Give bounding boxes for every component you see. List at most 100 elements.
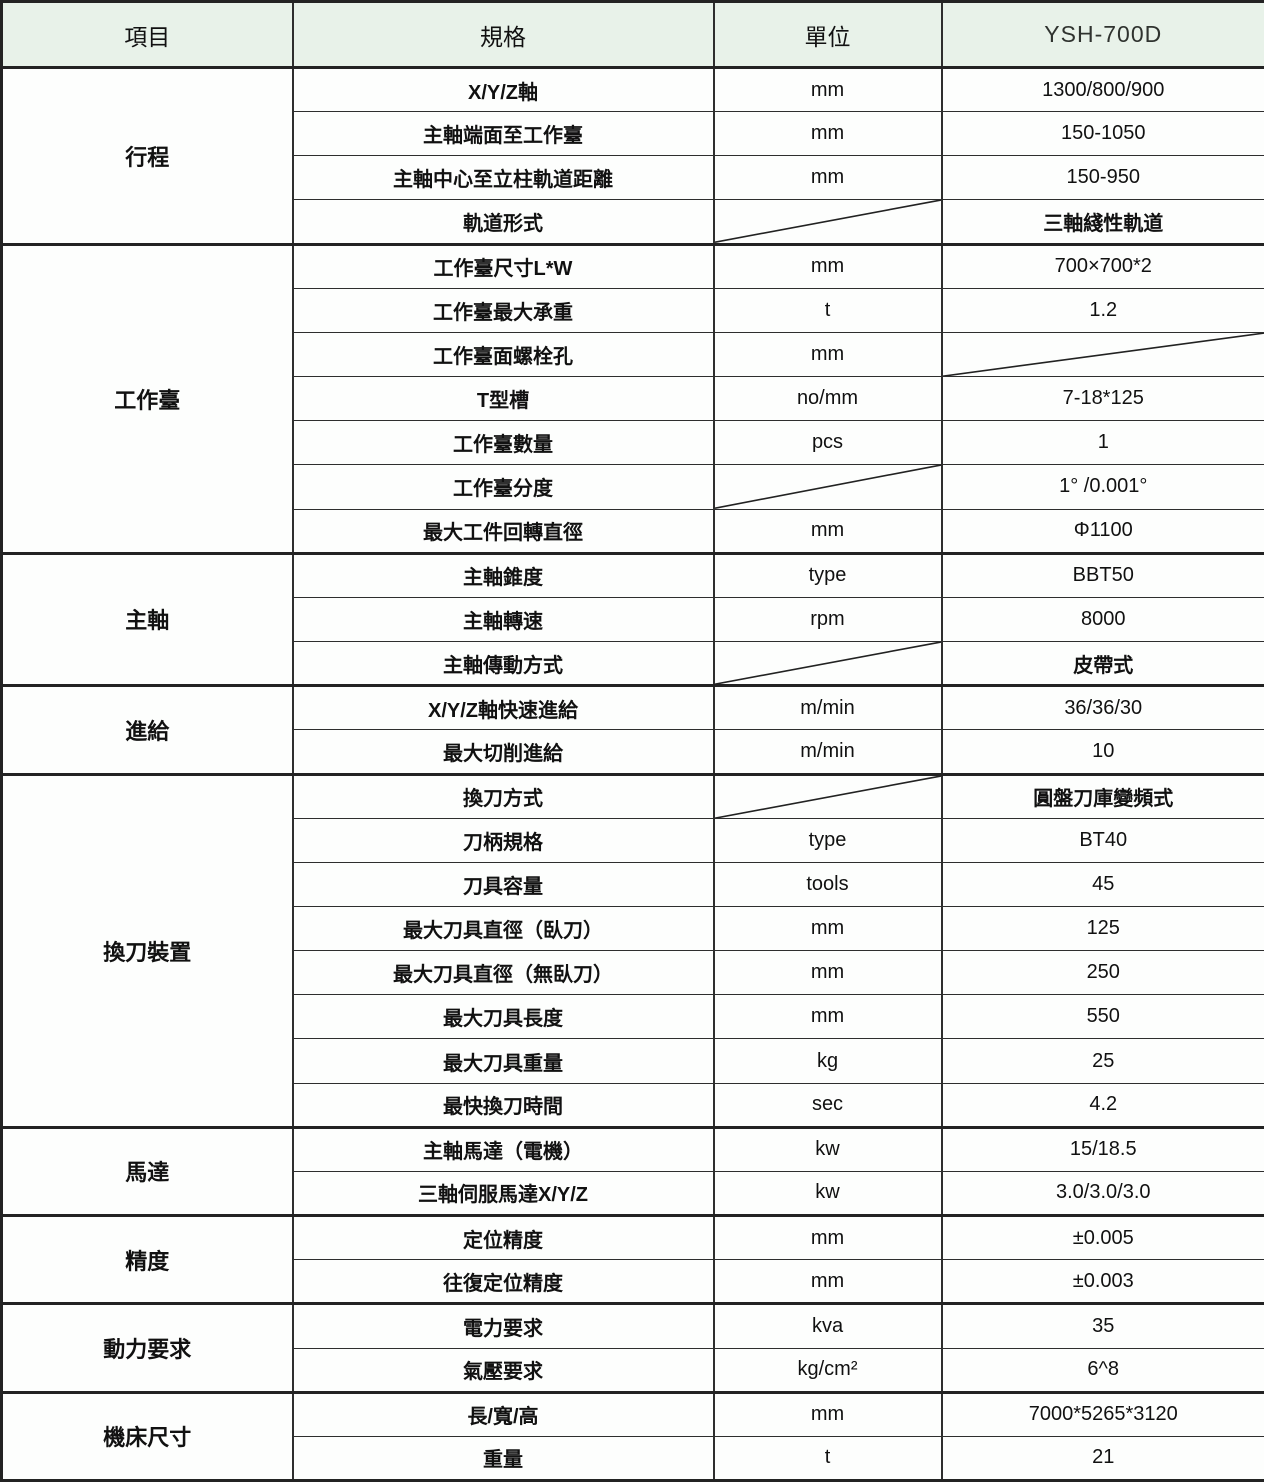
unit-cell: tools [712, 861, 943, 907]
spec-cell: 最大刀具重量 [291, 1038, 715, 1084]
column-header-spec: 規格 [291, 1, 715, 69]
na-diagonal-line [715, 776, 941, 818]
section-cell: 馬達 [0, 1125, 294, 1217]
header-row: 項目 規格 單位 YSH-700D [0, 1, 1264, 69]
section-cell: 機床尺寸 [0, 1390, 294, 1482]
value-cell: 25 [940, 1038, 1264, 1084]
table-row: 最大刀具直徑（臥刀） mm 125 [2, 905, 1264, 952]
table-row: 工作臺面螺栓孔 mm [2, 331, 1264, 378]
value-cell: 36/36/30 [940, 684, 1264, 731]
table-row: 最大切削進給 m/min 10 [2, 729, 1264, 775]
spec-cell: 最快換刀時間 [291, 1082, 715, 1128]
value-cell: 7000*5265*3120 [940, 1390, 1264, 1437]
spec-cell: 工作臺最大承重 [291, 287, 715, 333]
table-row: 精度 定位精度 mm ±0.005 [0, 1214, 1264, 1305]
value-cell: 150-950 [940, 155, 1264, 201]
unit-cell: m/min [712, 684, 943, 731]
table-row: 主軸中心至立柱軌道距離 mm 150-950 [2, 155, 1264, 201]
spec-cell: 最大刀具長度 [291, 994, 715, 1040]
unit-cell: mm [712, 65, 943, 113]
spec-cell: 長/寬/高 [291, 1390, 715, 1437]
unit-cell: rpm [712, 596, 943, 643]
spec-cell: 主軸轉速 [291, 596, 715, 643]
value-na-cell [940, 331, 1264, 378]
value-cell: 125 [940, 905, 1264, 952]
column-header-item: 項目 [0, 1, 294, 69]
unit-cell: kw [712, 1170, 943, 1217]
spec-cell: 工作臺數量 [291, 420, 715, 466]
spec-cell: 刀柄規格 [291, 817, 715, 863]
spec-cell: 換刀方式 [291, 772, 715, 819]
section-cell: 精度 [0, 1214, 294, 1305]
table-row: 最大刀具直徑（無臥刀） mm 250 [2, 950, 1264, 996]
unit-cell: type [712, 551, 943, 598]
spec-cell: 最大工件回轉直徑 [291, 508, 715, 554]
table-row: 最大刀具長度 mm 550 [2, 994, 1264, 1040]
table-row: 主軸 主軸錐度 type BBT50 [0, 551, 1264, 687]
value-cell: ±0.005 [940, 1214, 1264, 1261]
section-cell: 行程 [0, 66, 294, 245]
unit-cell: mm [712, 905, 943, 952]
table-row: T型槽 no/mm 7-18*125 [2, 376, 1264, 422]
spec-cell: 主軸端面至工作臺 [291, 111, 715, 157]
unit-na-cell [712, 772, 943, 819]
na-diagonal-line [715, 642, 941, 684]
value-cell: Φ1100 [940, 508, 1264, 554]
spec-cell: X/Y/Z軸快速進給 [291, 684, 715, 731]
value-cell: 10 [940, 729, 1264, 775]
spec-cell: 定位精度 [291, 1214, 715, 1261]
value-cell: 21 [940, 1435, 1264, 1482]
spec-cell: 刀具容量 [291, 861, 715, 907]
table-row: 主軸端面至工作臺 mm 150-1050 [2, 111, 1264, 157]
unit-cell: mm [712, 111, 943, 157]
spec-cell: 重量 [291, 1435, 715, 1482]
value-cell: 250 [940, 950, 1264, 996]
unit-cell: mm [712, 994, 943, 1040]
unit-na-cell [712, 199, 943, 245]
value-cell: 3.0/3.0/3.0 [940, 1170, 1264, 1217]
unit-cell: mm [712, 331, 943, 378]
unit-na-cell [712, 464, 943, 510]
value-cell: 150-1050 [940, 111, 1264, 157]
table-row: 往復定位精度 mm ±0.003 [2, 1259, 1264, 1305]
table-row: 刀具容量 tools 45 [2, 861, 1264, 907]
table-row: 工作臺分度 1° /0.001° [2, 464, 1264, 510]
value-cell: 700×700*2 [940, 242, 1264, 289]
unit-cell: mm [712, 155, 943, 201]
unit-cell: kg/cm² [712, 1347, 943, 1393]
value-cell: 1300/800/900 [940, 65, 1264, 113]
unit-cell: t [712, 1435, 943, 1482]
table-row: 工作臺 工作臺尺寸L*W mm 700×700*2 [0, 242, 1264, 554]
value-cell: 三軸綫性軌道 [940, 199, 1264, 245]
value-cell: 皮帶式 [940, 641, 1264, 687]
unit-cell: pcs [712, 420, 943, 466]
spec-cell: 最大切削進給 [291, 729, 715, 775]
unit-na-cell [712, 641, 943, 687]
column-header-model: YSH-700D [940, 1, 1264, 69]
spec-cell: 三軸伺服馬達X/Y/Z [291, 1170, 715, 1217]
value-cell: BT40 [940, 817, 1264, 863]
unit-cell: m/min [712, 729, 943, 775]
unit-cell: mm [712, 1390, 943, 1437]
na-diagonal-line [715, 465, 941, 508]
unit-cell: no/mm [712, 376, 943, 422]
spec-cell: 往復定位精度 [291, 1259, 715, 1305]
spec-cell: 工作臺尺寸L*W [291, 242, 715, 289]
value-cell: 8000 [940, 596, 1264, 643]
unit-cell: type [712, 817, 943, 863]
unit-cell: t [712, 287, 943, 333]
column-header-unit: 單位 [712, 1, 943, 69]
unit-cell: kva [712, 1302, 943, 1349]
table-row: 進給 X/Y/Z軸快速進給 m/min 36/36/30 [0, 684, 1264, 775]
table-row: 最大工件回轉直徑 mm Φ1100 [2, 508, 1264, 554]
section-cell: 動力要求 [0, 1302, 294, 1393]
table-row: 主軸轉速 rpm 8000 [2, 596, 1264, 643]
table-row: 最大刀具重量 kg 25 [2, 1038, 1264, 1084]
spec-cell: T型槽 [291, 376, 715, 422]
value-cell: 圓盤刀庫變頻式 [940, 772, 1264, 819]
unit-cell: mm [712, 950, 943, 996]
table-row: 工作臺數量 pcs 1 [2, 420, 1264, 466]
table-row: 行程 X/Y/Z軸 mm 1300/800/900 [0, 65, 1264, 245]
table-row: 軌道形式 三軸綫性軌道 [2, 199, 1264, 245]
section-cell: 換刀裝置 [0, 772, 294, 1128]
